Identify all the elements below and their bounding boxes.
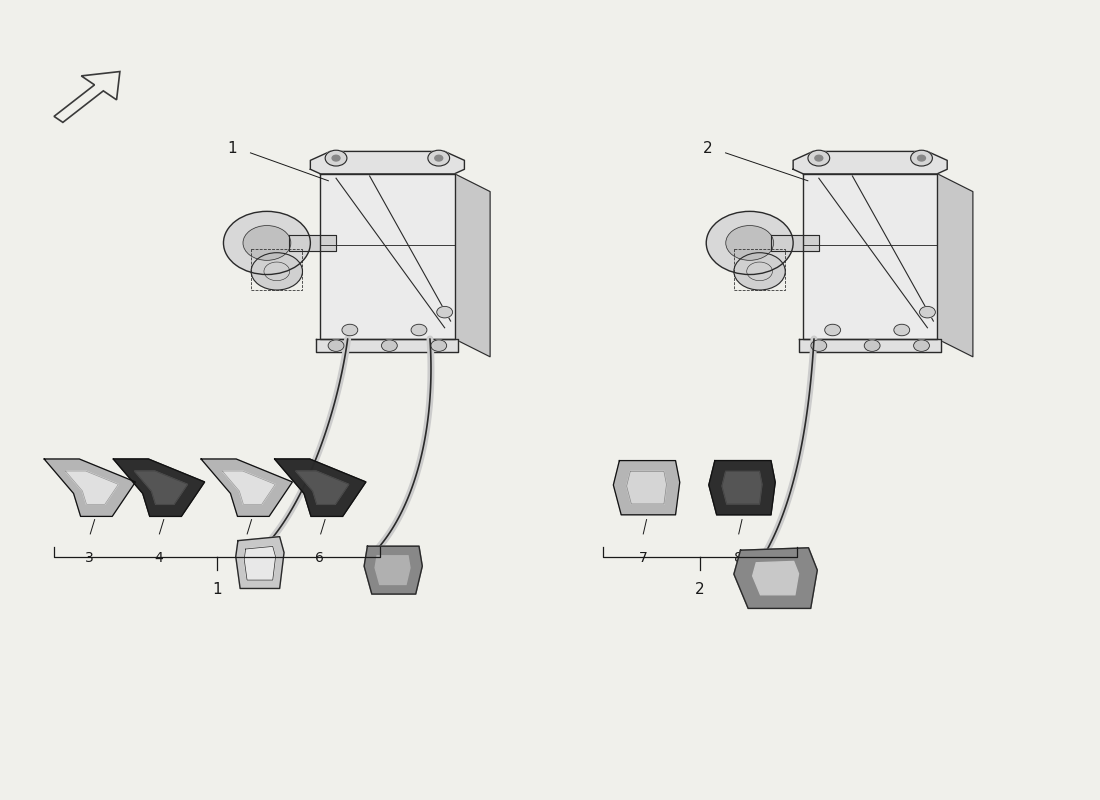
Circle shape [428, 150, 450, 166]
Polygon shape [771, 235, 818, 251]
Circle shape [223, 211, 310, 274]
Text: 1: 1 [228, 142, 238, 156]
Text: 5: 5 [242, 551, 251, 566]
Polygon shape [235, 537, 284, 589]
Polygon shape [799, 339, 942, 352]
Polygon shape [201, 459, 293, 516]
Circle shape [917, 155, 925, 161]
Polygon shape [310, 151, 464, 174]
Circle shape [825, 324, 840, 336]
Circle shape [326, 150, 346, 166]
Circle shape [865, 340, 880, 351]
Circle shape [342, 324, 358, 336]
Text: 8: 8 [735, 551, 744, 566]
Circle shape [811, 340, 827, 351]
Circle shape [332, 155, 340, 161]
Circle shape [411, 324, 427, 336]
Text: 2: 2 [703, 142, 713, 156]
Text: 7: 7 [639, 551, 648, 566]
Polygon shape [320, 174, 454, 339]
Polygon shape [734, 548, 817, 608]
Polygon shape [708, 461, 775, 515]
Polygon shape [375, 556, 410, 585]
Polygon shape [614, 461, 680, 515]
Text: 3: 3 [85, 551, 94, 566]
Polygon shape [793, 151, 947, 174]
Polygon shape [803, 174, 937, 339]
Polygon shape [317, 339, 459, 352]
Circle shape [914, 340, 929, 351]
Polygon shape [296, 471, 349, 504]
Polygon shape [65, 471, 119, 504]
Circle shape [382, 340, 397, 351]
Circle shape [920, 306, 935, 318]
Polygon shape [44, 459, 135, 516]
Polygon shape [752, 562, 799, 594]
Text: 1: 1 [212, 582, 222, 597]
Text: 4: 4 [154, 551, 163, 566]
Polygon shape [288, 235, 336, 251]
Polygon shape [364, 546, 422, 594]
Circle shape [243, 226, 290, 260]
Polygon shape [937, 174, 972, 357]
Polygon shape [244, 546, 276, 580]
Circle shape [434, 155, 442, 161]
Circle shape [328, 340, 344, 351]
Circle shape [706, 211, 793, 274]
Circle shape [894, 324, 910, 336]
Polygon shape [454, 174, 491, 357]
Polygon shape [222, 471, 275, 504]
Polygon shape [722, 471, 762, 504]
Circle shape [251, 253, 302, 290]
Circle shape [911, 150, 933, 166]
Polygon shape [627, 471, 667, 504]
Circle shape [431, 340, 447, 351]
Polygon shape [113, 459, 205, 516]
Text: 6: 6 [315, 551, 324, 566]
Circle shape [734, 253, 785, 290]
Circle shape [726, 226, 773, 260]
Circle shape [815, 155, 823, 161]
Polygon shape [275, 459, 366, 516]
Text: 2: 2 [695, 582, 705, 597]
Polygon shape [54, 71, 120, 122]
Circle shape [808, 150, 829, 166]
Polygon shape [134, 471, 187, 504]
Circle shape [437, 306, 452, 318]
